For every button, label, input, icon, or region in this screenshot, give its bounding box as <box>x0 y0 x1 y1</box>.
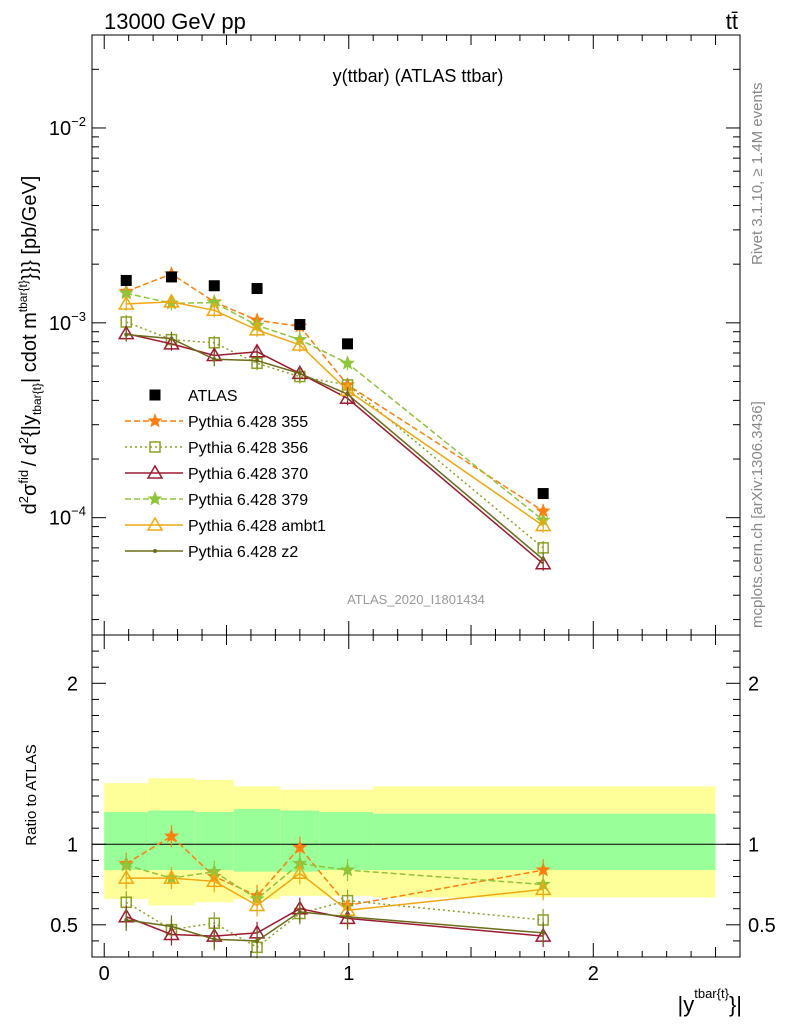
ratio-point <box>163 925 180 941</box>
band-inner <box>194 812 234 871</box>
ratio-point <box>292 839 308 854</box>
legend-marker <box>147 491 163 506</box>
band-inner <box>319 812 374 871</box>
series-point <box>297 371 302 376</box>
data-point <box>342 338 354 350</box>
ratio-y-tick-label: 2 <box>67 673 78 695</box>
series-point <box>534 517 552 532</box>
series-point <box>169 336 174 341</box>
series-point <box>345 392 350 397</box>
legend-marker <box>147 413 163 428</box>
main-ylabel: d2σfid / d2{|ytbar{t}| cdot mtbar{t}}}} … <box>16 176 44 515</box>
ratio-point <box>297 909 302 914</box>
ratio-y-tick-label: 1 <box>748 834 759 856</box>
x-tick-label: 0 <box>99 963 110 985</box>
data-point <box>294 319 306 331</box>
ratio-point <box>291 864 309 880</box>
ratio-point <box>169 924 174 929</box>
x-axis-label: |ytbar{t}}| <box>678 986 742 1017</box>
legend-marker <box>153 549 157 553</box>
main-title: y(ttbar) (ATLAS ttbar) <box>333 66 504 86</box>
ratio-point <box>205 872 223 888</box>
ratio-point <box>340 862 356 877</box>
data-point <box>120 274 132 286</box>
watermark: ATLAS_2020_I1801434 <box>347 592 485 607</box>
series-point <box>340 355 356 370</box>
process-label: tt̄ <box>726 9 738 34</box>
ratio-point <box>163 869 180 884</box>
main-series <box>117 266 552 571</box>
ratio-ylabel: Ratio to ATLAS <box>23 744 40 845</box>
series-point <box>212 357 217 362</box>
series-point <box>163 293 180 308</box>
data-point <box>251 283 263 295</box>
svg-text:d2σfid / d2{|ytbar{t}| cdot mt: d2σfid / d2{|ytbar{t}| cdot mtbar{t}}}} … <box>16 176 44 515</box>
ratio-panel: 0.5 0.5 1 1 2 2 0 1 2 Ratio to ATLAS <box>23 634 776 985</box>
data-point <box>537 488 549 500</box>
main-panel: y(ttbar) (ATLAS ttbar) ATLAS_2020_I18014… <box>16 34 741 636</box>
legend-label: Pythia 6.428 z2 <box>188 544 298 561</box>
series-point <box>534 555 552 570</box>
rivet-label: Rivet 3.1.10, ≥ 1.4M events <box>749 83 766 266</box>
series-point <box>124 332 129 337</box>
ratio-point <box>345 914 350 919</box>
legend-label: Pythia 6.428 356 <box>188 440 308 457</box>
ratio-point <box>163 828 180 843</box>
ratio-y-tick-label: 2 <box>748 673 759 695</box>
ratio-point <box>541 930 546 935</box>
legend-marker <box>149 441 161 453</box>
legend: ATLAS Pythia 6.428 355 Pythia 6.428 356 Pyt… <box>125 388 326 561</box>
band-inner <box>373 813 716 871</box>
y-tick-label: 10−4 <box>49 504 86 530</box>
ratio-y-tick-label: 0.5 <box>748 915 776 937</box>
ratio-point <box>535 862 551 877</box>
series-point <box>255 358 260 363</box>
data-point <box>208 280 220 292</box>
ratio-point <box>212 937 217 942</box>
series-point <box>248 321 266 336</box>
ratio-point <box>255 938 260 943</box>
series-point <box>291 336 309 351</box>
ratio-y-tick-label: 0.5 <box>50 915 78 937</box>
x-tick-label: 1 <box>343 963 354 985</box>
legend-label: Pythia 6.428 379 <box>188 492 308 509</box>
y-tick-label: 10−3 <box>49 309 86 335</box>
series-point <box>117 295 135 310</box>
ratio-y-tick-label: 1 <box>67 834 78 856</box>
series-point <box>541 557 546 562</box>
y-tick-label: 10−2 <box>49 114 86 140</box>
ratio-series <box>117 825 552 959</box>
legend-marker <box>146 464 164 479</box>
legend-marker <box>146 516 164 531</box>
x-tick-label: 2 <box>588 963 599 985</box>
energy-label: 13000 GeV pp <box>104 9 246 34</box>
band-inner <box>233 808 281 872</box>
legend-label: Pythia 6.428 ambt1 <box>188 518 326 535</box>
legend-label: ATLAS <box>188 388 238 405</box>
legend-label: Pythia 6.428 355 <box>188 414 308 431</box>
series-point <box>205 301 223 317</box>
ratio-point <box>248 896 266 912</box>
ratio-point <box>124 917 129 922</box>
mcplots-label: mcplots.cern.ch [arXiv:1306.3436] <box>749 401 766 628</box>
uncertainty-bands <box>92 778 740 906</box>
series-point <box>163 335 180 350</box>
ratio-point <box>117 869 135 884</box>
legend-marker <box>149 389 161 401</box>
data-point <box>165 271 177 283</box>
ratio-point <box>534 880 552 896</box>
legend-label: Pythia 6.428 370 <box>188 466 308 483</box>
data-points <box>120 271 549 500</box>
